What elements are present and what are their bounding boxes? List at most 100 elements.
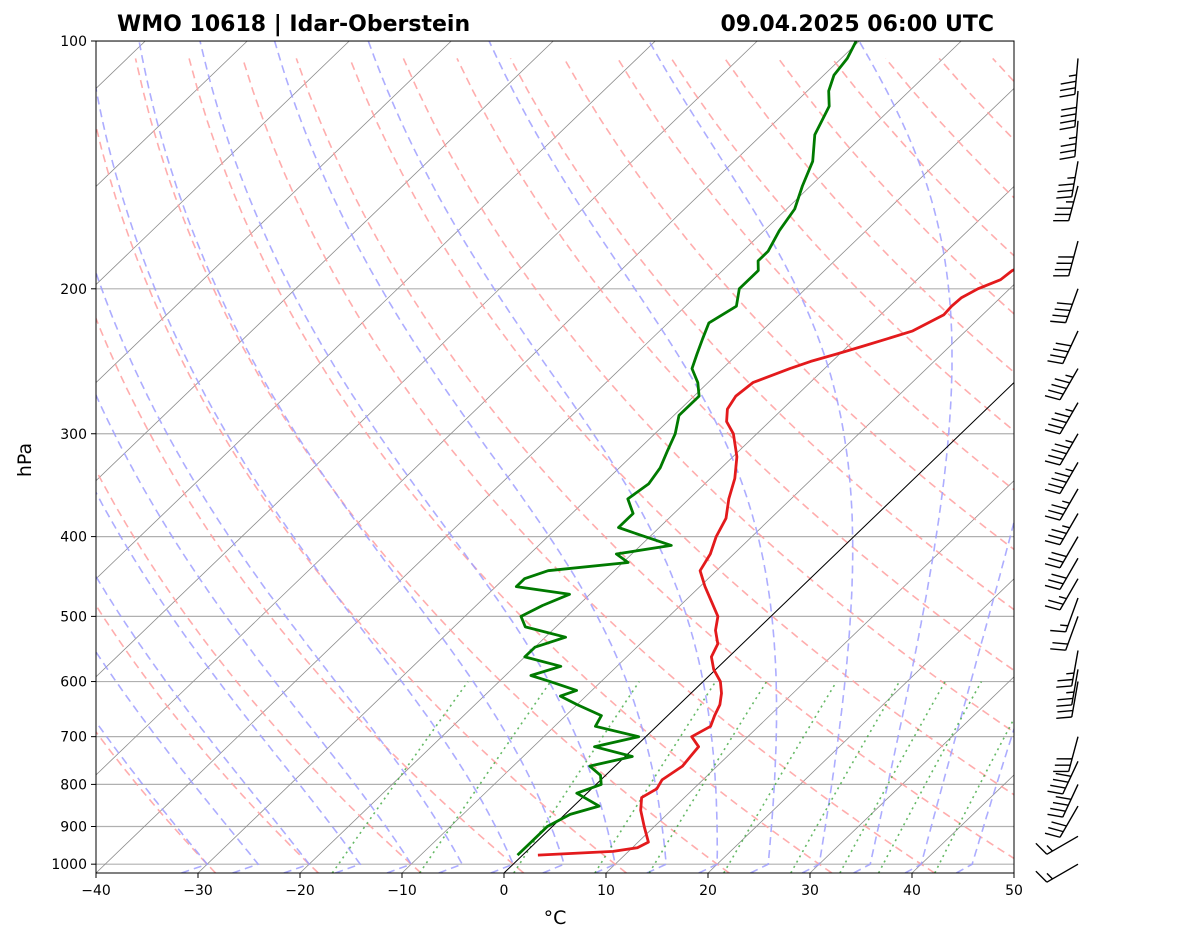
barb-full — [1059, 126, 1075, 131]
wind-barbs — [1035, 58, 1079, 883]
barb-full — [1061, 106, 1077, 111]
barb-full — [1035, 842, 1048, 855]
isotherm--80 — [96, 41, 554, 482]
mixing-ratio-10 — [648, 681, 768, 873]
dry-adiabat--30 — [96, 730, 217, 873]
barb-half — [1066, 672, 1075, 675]
dry-adiabat-50 — [295, 58, 1014, 860]
y-tick-label: 900 — [60, 820, 87, 836]
dry-adiabat-0 — [96, 316, 525, 873]
barb-full — [1052, 801, 1069, 806]
barb-full — [1048, 483, 1064, 489]
barb-full — [1059, 93, 1075, 98]
isotherm--40 — [96, 41, 962, 873]
barb-half — [1060, 624, 1068, 627]
barb-full — [1055, 342, 1072, 347]
wind-barb-140 — [1056, 161, 1079, 199]
barb-full — [1044, 832, 1061, 838]
barb-half — [1062, 500, 1070, 504]
mixing-ratio-16 — [723, 681, 838, 873]
barb-full — [1051, 551, 1067, 558]
barb-full — [1054, 412, 1070, 418]
barb-full — [1048, 454, 1064, 460]
barb-full — [1047, 813, 1063, 818]
wind-barb-450 — [1044, 578, 1079, 611]
barb-half — [1046, 845, 1053, 852]
dry-adiabat-70 — [402, 58, 1014, 734]
barb-full — [1048, 599, 1064, 605]
barb-full — [1048, 557, 1064, 563]
barb-full — [1052, 314, 1068, 318]
background-lines — [96, 41, 1014, 873]
barb-half — [1066, 691, 1075, 694]
barb-full — [1050, 807, 1066, 812]
barb-full — [1057, 697, 1073, 701]
wind-barb-225 — [1047, 330, 1079, 365]
mixing-ratio-1 — [331, 681, 469, 873]
wind-barb-750 — [1047, 761, 1079, 795]
barb-full — [1047, 360, 1063, 365]
wind-barb-850 — [1044, 805, 1079, 838]
x-tick-label: 50 — [1005, 883, 1023, 899]
chart-title-station: WMO 10618 | Idar-Oberstein — [117, 12, 470, 37]
moist-adiabat-40 — [904, 519, 1014, 873]
y-tick-label: 200 — [60, 282, 87, 298]
isotherm--100 — [96, 41, 350, 286]
barb-full — [1044, 584, 1061, 591]
barb-full — [1060, 142, 1077, 148]
isotherm-30 — [809, 676, 1014, 873]
x-tick-label: −20 — [285, 883, 315, 899]
plot-frame — [95, 40, 1015, 874]
x-tick-label: 20 — [699, 883, 717, 899]
barb-full — [1051, 573, 1067, 579]
dry-adiabat--10 — [96, 468, 422, 873]
wind-barb-105 — [1059, 58, 1079, 98]
barb-half — [1058, 595, 1067, 600]
barb-full — [1050, 354, 1066, 359]
barb-half — [1067, 176, 1076, 179]
barb-full — [1047, 790, 1063, 795]
mixing-ratio-7 — [594, 681, 717, 873]
barb-full — [1054, 471, 1070, 478]
x-axis-label: °C — [544, 907, 567, 929]
isotherm--60 — [96, 41, 758, 678]
moist-adiabat--20 — [96, 574, 311, 873]
wind-barb-275 — [1044, 402, 1079, 435]
barb-full — [1035, 870, 1048, 883]
barb-half — [1046, 872, 1053, 880]
barb-full — [1057, 709, 1073, 713]
barb-half — [1065, 439, 1074, 444]
barb-full — [1060, 119, 1076, 124]
moist-adiabat-5 — [138, 41, 566, 873]
mixing-ratio-2 — [419, 681, 552, 873]
barb-full — [1056, 196, 1072, 199]
wind-barb-500 — [1050, 616, 1079, 651]
barb-half — [1065, 468, 1074, 472]
barb-full — [1057, 189, 1073, 193]
x-tick-label: 40 — [903, 883, 921, 899]
barb-full — [1048, 534, 1064, 540]
barb-full — [1044, 515, 1061, 521]
isotherm--20 — [299, 185, 1014, 873]
isotherm-20 — [707, 578, 1014, 873]
dry-adiabat-110 — [617, 57, 1014, 491]
wind-barb-375 — [1044, 513, 1079, 546]
barb-full — [1048, 389, 1064, 395]
x-tick-label: 0 — [500, 883, 509, 899]
wind-barb-250 — [1044, 368, 1079, 401]
isotherm--110 — [96, 41, 248, 188]
dry-adiabat-20 — [134, 58, 730, 873]
wind-barb-350 — [1044, 488, 1079, 521]
dewpoint-line — [514, 41, 858, 857]
barb-half — [1065, 408, 1074, 412]
dry-adiabat-100 — [563, 58, 1014, 551]
barb-full — [1051, 528, 1067, 535]
barb-full — [1050, 320, 1066, 324]
barb-full — [1052, 642, 1068, 645]
barb-full — [1055, 772, 1072, 777]
moist-adiabat-20 — [367, 41, 719, 873]
wind-barb-115 — [1059, 90, 1079, 131]
barb-half — [1062, 525, 1070, 529]
barb-full — [1044, 460, 1061, 466]
barb-full — [1051, 448, 1067, 455]
